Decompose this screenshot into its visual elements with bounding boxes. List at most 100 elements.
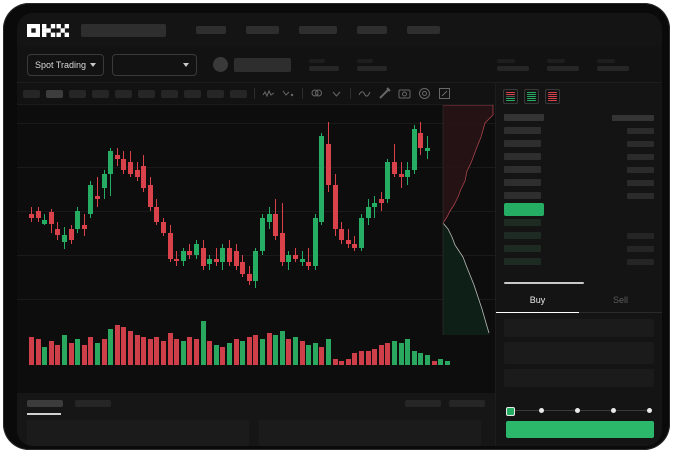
order-book-ask-row[interactable]: [504, 176, 654, 189]
timeframe-3[interactable]: [69, 89, 86, 98]
ask-amount: [627, 166, 654, 173]
volume-bar: [378, 345, 384, 365]
line-style-icon[interactable]: [358, 87, 371, 100]
volume-bar: [444, 361, 450, 365]
volume-bar: [35, 339, 41, 365]
coin-icon: [213, 57, 229, 72]
bid-price: [504, 245, 541, 252]
volume-bar: [95, 343, 100, 365]
ticker-bar: Spot Trading: [17, 47, 662, 83]
order-book-spread-row: [504, 202, 654, 216]
timeframe-5[interactable]: [115, 89, 132, 98]
order-book-bid-row[interactable]: [504, 216, 654, 229]
order-amount-slider[interactable]: [506, 406, 654, 416]
nav-item-5[interactable]: [407, 26, 440, 34]
search-input[interactable]: [81, 23, 166, 37]
order-book-ask-row[interactable]: [504, 189, 654, 202]
volume-bar: [75, 339, 81, 365]
nav-item-1[interactable]: [196, 26, 226, 34]
slider-stop-100[interactable]: [647, 408, 652, 413]
order-book-scrollbar[interactable]: [504, 282, 584, 284]
volume-bar: [418, 353, 424, 365]
market-type-selector[interactable]: Spot Trading: [27, 53, 105, 76]
candle-type-icon[interactable]: [262, 87, 275, 100]
orderbook-mode-both-icon[interactable]: [503, 89, 518, 104]
stat-value: [547, 65, 580, 71]
volume-bar: [62, 335, 67, 365]
volume-bar: [240, 341, 246, 365]
volume-bar: [352, 353, 358, 365]
indicators-icon[interactable]: [282, 87, 295, 100]
chevron-down-icon[interactable]: [330, 87, 343, 100]
slider-stop-50[interactable]: [575, 408, 580, 413]
timeframe-7[interactable]: [161, 89, 178, 98]
timeframe-10[interactable]: [230, 89, 247, 98]
volume-bar: [48, 341, 54, 365]
bottom-tab-active-indicator: [27, 413, 61, 415]
compare-icon[interactable]: [310, 87, 323, 100]
magnet-icon[interactable]: [378, 87, 391, 100]
nav-item-4[interactable]: [357, 26, 387, 34]
slider-handle[interactable]: [506, 407, 515, 416]
orderbook-mode-bids-icon[interactable]: [524, 89, 539, 104]
order-book-ask-row[interactable]: [504, 137, 654, 150]
order-book-ask-row[interactable]: [504, 150, 654, 163]
buy-submit-button[interactable]: [506, 421, 654, 438]
gridline: [17, 123, 495, 124]
order-price-field[interactable]: [504, 319, 654, 337]
settings-icon[interactable]: [418, 87, 431, 100]
timeframe-8[interactable]: [184, 89, 201, 98]
timeframe-4[interactable]: [92, 89, 109, 98]
bottom-panel-left: [27, 420, 249, 446]
buy-sell-tabs: Buy Sell: [496, 288, 662, 312]
volume-bar: [385, 343, 391, 365]
ticker-stat-2: [357, 58, 388, 71]
bid-amount: [627, 258, 654, 265]
order-book-ask-row[interactable]: [504, 163, 654, 176]
volume-bar: [359, 351, 364, 365]
order-total-field[interactable]: [504, 369, 654, 387]
camera-icon[interactable]: [398, 87, 411, 100]
fullscreen-icon[interactable]: [438, 87, 451, 100]
timeframe-1[interactable]: [23, 89, 40, 98]
stat-value: [597, 65, 630, 71]
okx-logo[interactable]: [27, 23, 69, 37]
orderbook-mode-asks-icon[interactable]: [545, 89, 560, 104]
order-book-ask-row[interactable]: [504, 124, 654, 137]
timeframe-6[interactable]: [138, 89, 155, 98]
timeframe-2[interactable]: [46, 89, 63, 98]
nav-items: [196, 26, 440, 34]
ticker-pair[interactable]: [213, 57, 292, 72]
stat-value: [309, 65, 340, 71]
nav-item-2[interactable]: [246, 26, 279, 34]
order-book-bid-row[interactable]: [504, 229, 654, 242]
pair-selector[interactable]: [112, 53, 198, 76]
timeframe-9[interactable]: [207, 89, 224, 98]
volume-bar: [246, 337, 252, 365]
volume-bar: [180, 341, 186, 365]
slider-stop-25[interactable]: [539, 408, 544, 413]
bottom-tab-order-history[interactable]: [75, 400, 111, 407]
bottom-action-1[interactable]: [405, 400, 441, 407]
bottom-action-2[interactable]: [449, 400, 485, 407]
order-book-bid-row[interactable]: [504, 255, 654, 268]
volume-bar: [326, 339, 331, 365]
tab-sell[interactable]: Sell: [612, 295, 628, 305]
volume-bar: [365, 351, 371, 365]
ask-amount: [627, 140, 654, 147]
nav-item-3[interactable]: [299, 26, 337, 34]
order-book-bid-row[interactable]: [504, 242, 654, 255]
ticker-stat-5: [597, 58, 630, 71]
ticker-stats: [309, 58, 630, 71]
tab-buy[interactable]: Buy: [529, 295, 546, 305]
bottom-tab-open-orders[interactable]: [27, 400, 63, 407]
ask-price: [504, 179, 541, 186]
price-chart[interactable]: [17, 105, 495, 393]
order-amount-field[interactable]: [504, 342, 654, 364]
bid-amount: [627, 232, 654, 239]
slider-stop-75[interactable]: [611, 408, 616, 413]
ask-amount: [627, 192, 654, 199]
ask-amount: [627, 153, 654, 160]
chevron-down-icon: [90, 62, 97, 67]
